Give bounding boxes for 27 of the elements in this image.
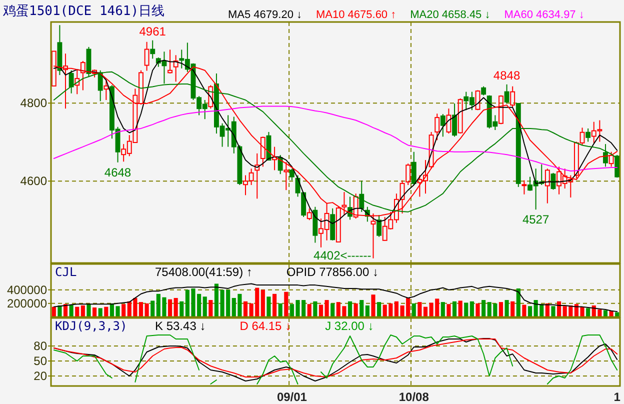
legend: MA20 4658.45 ↓	[410, 9, 490, 21]
ytick: 400000	[6, 282, 47, 297]
legend: OPID 77856.00 ↓	[286, 265, 378, 279]
legend: MA10 4675.60 ↑	[316, 9, 396, 21]
ytick: 20	[34, 369, 47, 383]
ytick: 200000	[6, 296, 47, 310]
annotation: 75408.00(41:59) ↑	[155, 265, 252, 279]
title: CJL	[55, 265, 77, 279]
legend: MA5 4679.20 ↓	[228, 9, 302, 21]
title: KDJ(9,3,3)	[55, 319, 128, 333]
legend: D 64.15 ↓	[240, 319, 292, 333]
annotation: 4848	[493, 68, 520, 82]
legend: MA60 4634.97 ↓	[504, 9, 584, 21]
legend: K 53.43 ↓	[155, 319, 206, 333]
annotation: 4402<------	[314, 248, 372, 262]
legend: J 32.00 ↓	[325, 319, 374, 333]
ytick: 50	[34, 354, 47, 368]
xtick: 09/01	[276, 390, 307, 404]
xtick: 10/08	[398, 390, 429, 404]
xtick: 1	[614, 390, 620, 404]
annotation: 4648	[104, 165, 132, 180]
ytick: 4800	[20, 96, 47, 110]
ytick: 4600	[20, 174, 47, 188]
annotation: 4961	[139, 24, 166, 38]
ytick: 80	[34, 339, 47, 353]
annotation: 4527	[522, 212, 550, 227]
title: 鸡蛋1501(DCE 1461)日线	[3, 4, 165, 19]
